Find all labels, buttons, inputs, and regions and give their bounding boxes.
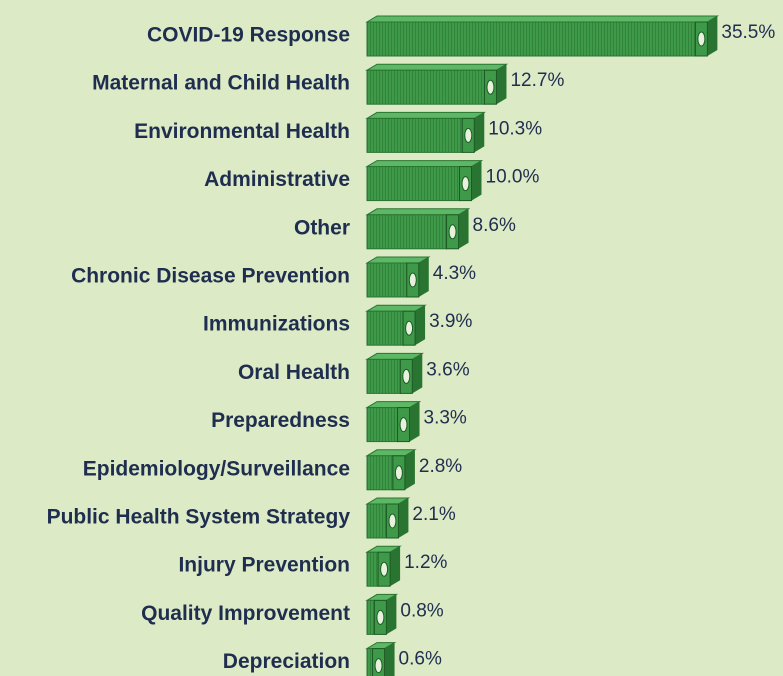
bar-front <box>367 600 374 634</box>
category-label: Maternal and Child Health <box>92 72 350 95</box>
value-label: 10.3% <box>488 118 542 139</box>
category-label: COVID-19 Response <box>147 24 350 47</box>
bill-seal <box>395 466 402 480</box>
bill-seal <box>406 321 413 335</box>
bill-seal <box>462 177 469 191</box>
value-label: 3.3% <box>424 408 467 429</box>
bill-seal <box>698 32 705 46</box>
bar-front <box>367 456 393 490</box>
value-label: 35.5% <box>721 22 775 43</box>
value-label: 0.8% <box>400 600 443 621</box>
bar <box>367 643 395 676</box>
value-label: 0.6% <box>399 649 442 670</box>
category-label: Preparedness <box>211 409 350 432</box>
bar <box>367 594 396 634</box>
bar-front <box>367 118 462 152</box>
bar-side <box>415 305 425 345</box>
bar <box>367 16 717 56</box>
bar <box>367 161 482 201</box>
bill-seal <box>389 514 396 528</box>
category-label: Chronic Disease Prevention <box>71 265 350 288</box>
bar-front <box>367 649 373 676</box>
category-label: Injury Prevention <box>178 554 350 577</box>
chart: COVID-19 Response 35.5% Maternal and Child… <box>0 0 783 676</box>
bar <box>367 402 420 442</box>
value-label: 1.2% <box>404 552 447 573</box>
value-label: 8.6% <box>473 215 516 236</box>
value-label: 2.8% <box>419 456 462 477</box>
bar-front <box>367 552 378 586</box>
bar <box>367 305 425 345</box>
bar <box>367 112 484 152</box>
value-label: 2.1% <box>412 504 455 525</box>
bar-front <box>367 70 484 104</box>
category-label: Administrative <box>204 168 350 191</box>
bill-seal <box>375 659 382 673</box>
value-label: 3.6% <box>426 359 469 380</box>
bill-seal <box>449 225 456 239</box>
bar-top <box>367 161 482 167</box>
bar-side <box>405 450 415 490</box>
value-label: 3.9% <box>429 311 472 332</box>
category-label: Depreciation <box>223 650 350 673</box>
category-label: Quality Improvement <box>141 602 350 625</box>
bar-top <box>367 112 484 118</box>
bar-front <box>367 359 400 393</box>
bar-side <box>390 546 400 586</box>
bar-front <box>367 311 403 345</box>
bar <box>367 209 469 249</box>
bar <box>367 546 400 586</box>
bar <box>367 353 422 393</box>
bar-side <box>459 209 469 249</box>
category-label: Other <box>294 216 350 239</box>
bar-side <box>419 257 429 297</box>
bill-seal <box>409 273 416 287</box>
bar <box>367 498 408 538</box>
bar-side <box>707 16 717 56</box>
bill-seal <box>487 80 494 94</box>
bill-seal <box>465 128 472 142</box>
bar-side <box>496 64 506 104</box>
category-label: Environmental Health <box>134 120 350 143</box>
bar-top <box>367 257 429 263</box>
bar <box>367 257 429 297</box>
bar-front <box>367 408 398 442</box>
bar-side <box>474 112 484 152</box>
bar-front <box>367 22 695 56</box>
bar-front <box>367 263 407 297</box>
bar-front <box>367 215 447 249</box>
category-label: Immunizations <box>203 313 350 336</box>
bar-side <box>386 594 396 634</box>
bill-seal <box>377 610 384 624</box>
bar-top <box>367 64 506 70</box>
bar-front <box>367 167 460 201</box>
bill-seal <box>403 369 410 383</box>
value-label: 4.3% <box>433 263 476 284</box>
bar-side <box>398 498 408 538</box>
bill-seal <box>381 562 388 576</box>
bar-top <box>367 209 469 215</box>
bill-seal <box>400 418 407 432</box>
value-label: 12.7% <box>510 70 564 91</box>
bar-side <box>410 402 420 442</box>
value-label: 10.0% <box>486 167 540 188</box>
category-label: Oral Health <box>238 361 350 384</box>
category-label: Public Health System Strategy <box>47 506 351 529</box>
category-label: Epidemiology/Surveillance <box>83 457 350 480</box>
bar <box>367 64 506 104</box>
bar-front <box>367 504 386 538</box>
bar <box>367 450 415 490</box>
bar-top <box>367 16 717 22</box>
bar-top <box>367 305 425 311</box>
bar-side <box>472 161 482 201</box>
bar-side <box>412 353 422 393</box>
